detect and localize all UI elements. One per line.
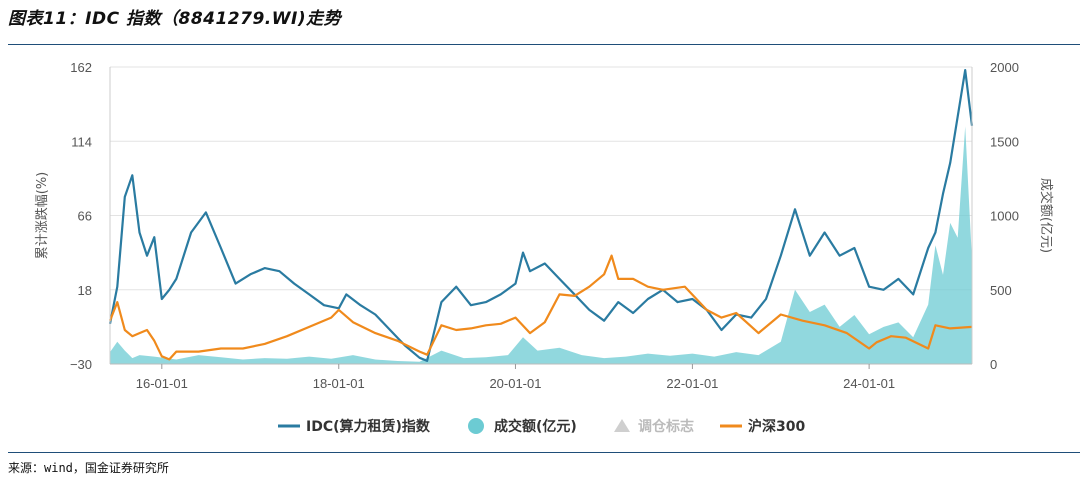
legend: IDC(算力租赁)指数 成交额(亿元) 调仓标志 沪深300 xyxy=(278,418,805,435)
chart-title: 图表11：IDC 指数（8841279.WI)走势 xyxy=(8,9,342,29)
y-right-tick-label: 0 xyxy=(990,357,997,372)
source-note: 来源：wind，国金证券研究所 xyxy=(8,461,169,475)
series-line-idc xyxy=(108,69,974,362)
y-left-tick-label: 18 xyxy=(78,283,92,298)
x-tick-label: 18-01-01 xyxy=(313,376,365,391)
top-divider xyxy=(8,44,1080,45)
legend-hs300-label: 沪深300 xyxy=(748,418,805,435)
chart-svg: 162 114 66 18 −30 2000 1500 1000 500 0 16-01-01 18-… xyxy=(34,60,1054,435)
x-tick-label: 24-01-01 xyxy=(843,376,895,391)
y-right-tick-label: 1500 xyxy=(990,134,1019,149)
y-right-axis-title: 成交额(亿元) xyxy=(1038,178,1054,253)
y-right-tick-label: 1000 xyxy=(990,209,1019,224)
series-lines xyxy=(108,69,974,362)
y-left-tick-label: −30 xyxy=(70,357,92,372)
legend-adjust-swatch xyxy=(614,419,630,432)
y-left-tick-label: 66 xyxy=(78,209,92,224)
legend-volume-label: 成交额(亿元) xyxy=(494,418,577,435)
series-line-hs300 xyxy=(108,254,973,361)
legend-volume-swatch xyxy=(468,418,484,434)
x-tick-label: 16-01-01 xyxy=(136,376,188,391)
y-left-tick-label: 162 xyxy=(70,60,92,75)
y-right-tick-label: 500 xyxy=(990,283,1012,298)
axes: 162 114 66 18 −30 2000 1500 1000 500 0 16-01-01 18-… xyxy=(34,60,1054,391)
legend-idc-label: IDC(算力租赁)指数 xyxy=(306,418,431,435)
x-tick-label: 20-01-01 xyxy=(489,376,541,391)
volume-area xyxy=(110,126,972,365)
bottom-divider xyxy=(8,452,1080,453)
x-tick-label: 22-01-01 xyxy=(666,376,718,391)
volume-area-path xyxy=(110,126,972,365)
legend-adjust-label: 调仓标志 xyxy=(638,418,694,435)
y-left-axis-title: 累计涨跌幅(%) xyxy=(34,172,50,260)
grid-lines xyxy=(110,66,972,365)
y-right-tick-label: 2000 xyxy=(990,60,1019,75)
y-left-tick-label: 114 xyxy=(71,134,92,149)
